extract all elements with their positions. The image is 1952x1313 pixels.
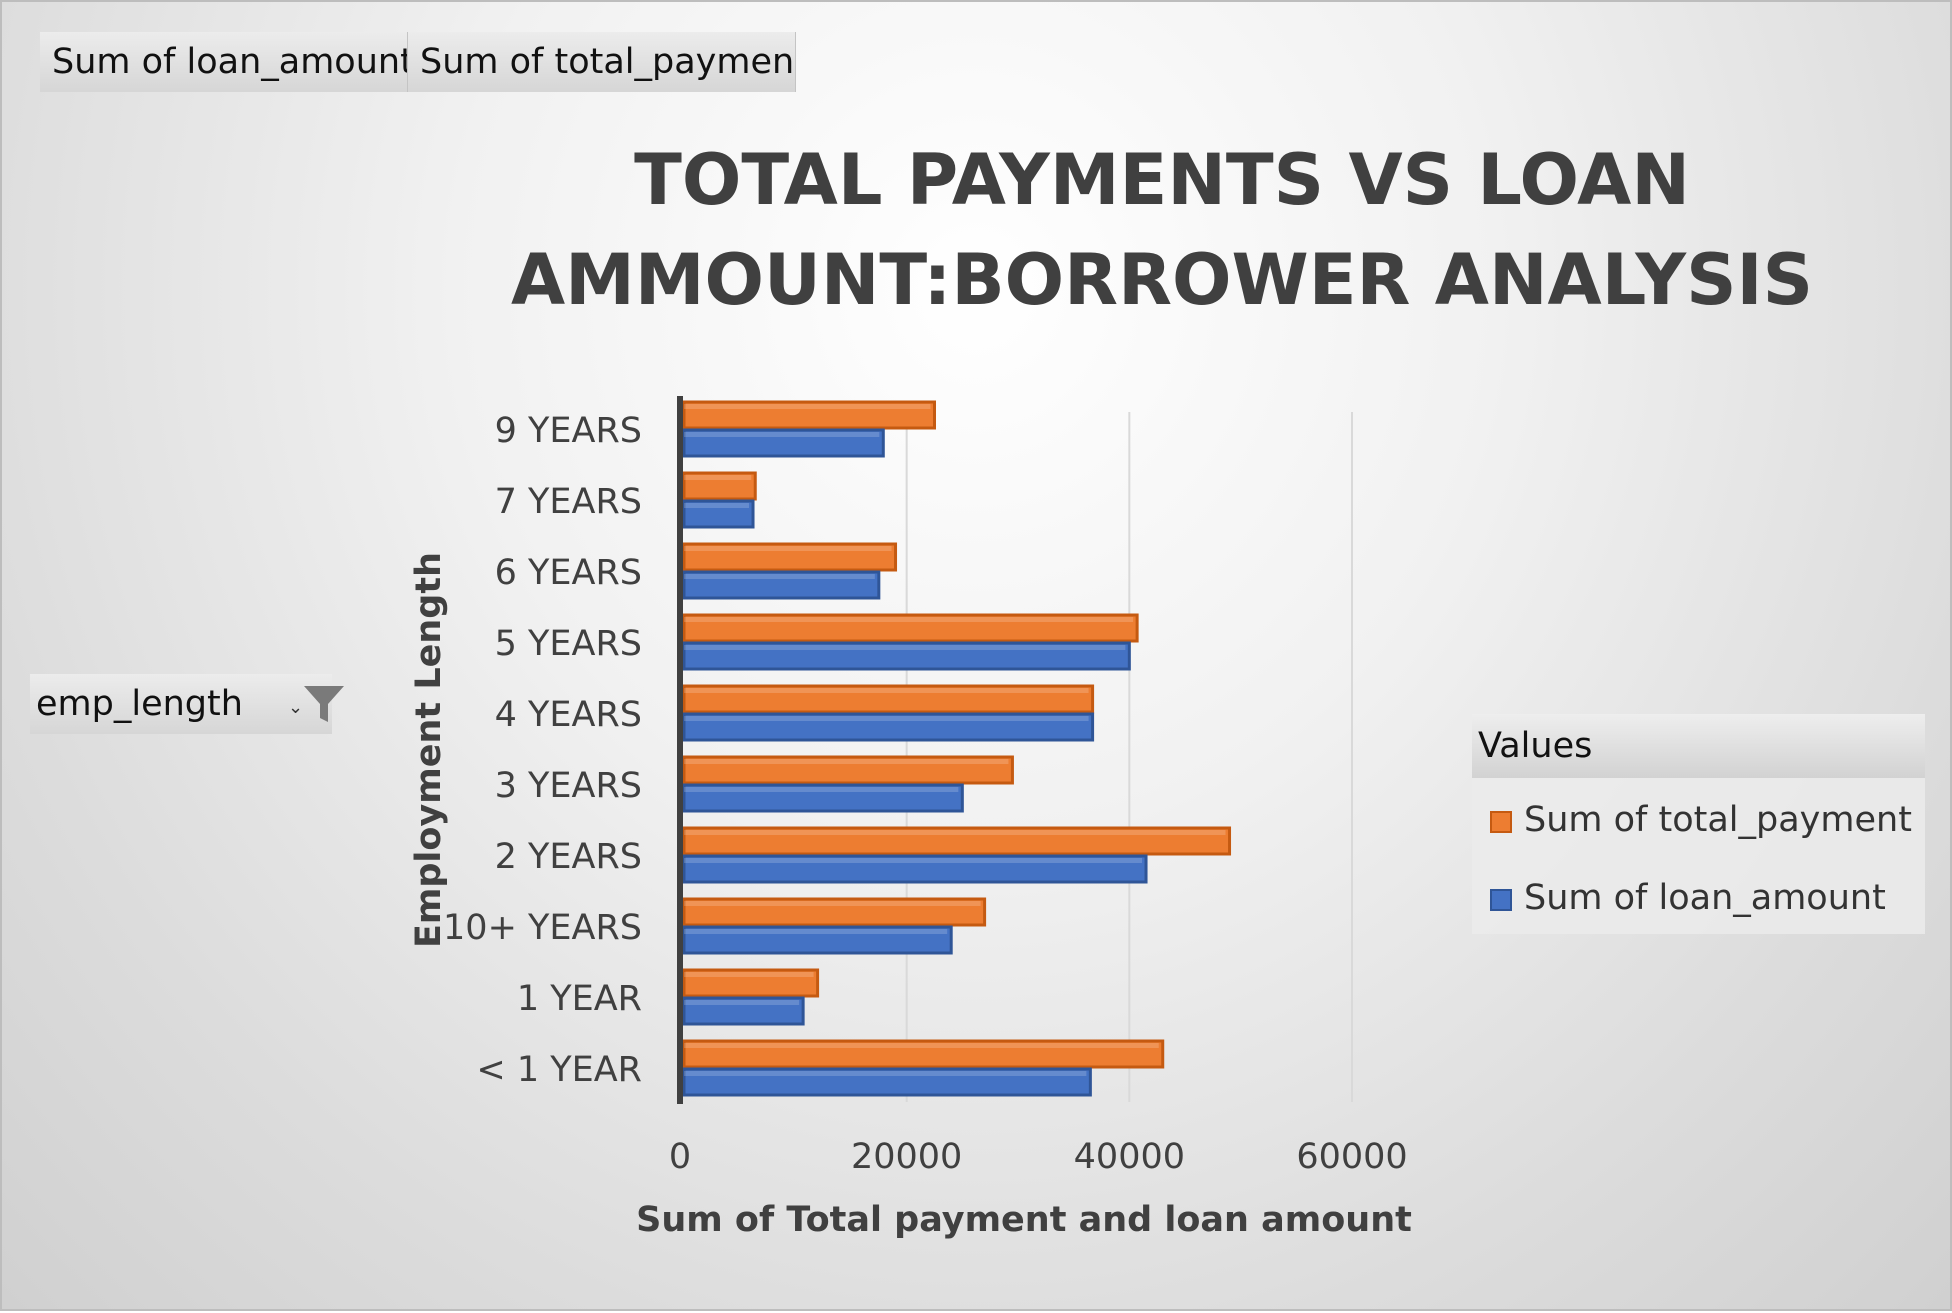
chart-title: TOTAL PAYMENTS VS LOAN AMMOUNT:BORROWER … [510, 139, 1813, 321]
legend-label-loan-amount: Sum of loan_amount [1524, 878, 1886, 918]
bar-sum-of-loan-amount-6-years[interactable] [682, 570, 881, 600]
x-tick-label: 40000 [1074, 1137, 1185, 1177]
legend-title: Values [1472, 714, 1925, 778]
filter-icon [304, 686, 344, 722]
bar-highlight [684, 858, 1143, 863]
dropdown-caret-icon: ⌄ [288, 697, 304, 718]
y-tick-label: 4 YEARS [495, 695, 642, 735]
bar-highlight [684, 1043, 1159, 1048]
bar-highlight [684, 929, 948, 934]
bar-sum-of-total-payment-4-years[interactable] [682, 684, 1095, 714]
y-tick-label: 2 YEARS [495, 837, 642, 877]
bar-highlight [684, 475, 752, 480]
legend-swatch-total-payment [1490, 811, 1512, 833]
bar-sum-of-loan-amount-9-years[interactable] [682, 428, 885, 458]
bar-sum-of-loan-amount-1-year[interactable] [682, 1067, 1092, 1097]
bar-sum-of-total-payment-7-years[interactable] [682, 471, 757, 501]
y-tick-label: 3 YEARS [495, 766, 642, 806]
field-button-loan-amount[interactable]: Sum of loan_amount [40, 32, 408, 92]
bar-highlight [684, 972, 814, 977]
y-tick-label: 1 YEAR [517, 979, 642, 1019]
bar-highlight [684, 901, 981, 906]
bar-highlight [684, 688, 1089, 693]
y-tick-label: 10+ YEARS [443, 908, 642, 948]
emp-length-filter-button[interactable]: emp_length ⌄ [30, 674, 344, 734]
bar-highlight [684, 1071, 1087, 1076]
x-axis-title: Sum of Total payment and loan amount [636, 1200, 1412, 1240]
bar-sum-of-total-payment-10-years[interactable] [682, 897, 987, 927]
bar-sum-of-loan-amount-7-years[interactable] [682, 499, 755, 529]
y-axis-title: Employment Length [409, 552, 449, 948]
y-tick-label: 7 YEARS [495, 482, 642, 522]
bar-sum-of-loan-amount-1-year[interactable] [682, 996, 805, 1026]
bar-highlight [684, 404, 931, 409]
bar-highlight [684, 546, 892, 551]
bar-highlight [684, 432, 880, 437]
y-tick-label: < 1 YEAR [476, 1050, 642, 1090]
chart-legend: Values Sum of total_payment Sum of loan_… [1472, 714, 1925, 934]
bar-sum-of-loan-amount-5-years[interactable] [682, 641, 1131, 671]
legend-item-loan-amount[interactable]: Sum of loan_amount [1490, 878, 1886, 918]
bar-highlight [684, 645, 1126, 650]
legend-swatch-loan-amount [1490, 889, 1512, 911]
bar-sum-of-loan-amount-10-years[interactable] [682, 925, 953, 955]
bar-sum-of-total-payment-2-years[interactable] [682, 826, 1232, 856]
bar-highlight [684, 716, 1089, 721]
bar-sum-of-total-payment-5-years[interactable] [682, 613, 1139, 643]
bar-highlight [684, 503, 750, 508]
bar-highlight [684, 759, 1009, 764]
y-tick-label: 9 YEARS [495, 411, 642, 451]
bar-sum-of-total-payment-1-year[interactable] [682, 1039, 1165, 1069]
x-tick-label: 0 [669, 1137, 691, 1177]
bar-sum-of-total-payment-3-years[interactable] [682, 755, 1014, 785]
bar-sum-of-total-payment-9-years[interactable] [682, 400, 936, 430]
x-tick-label: 60000 [1296, 1137, 1407, 1177]
bar-highlight [684, 617, 1134, 622]
y-tick-label: 5 YEARS [495, 624, 642, 664]
bar-highlight [684, 574, 875, 579]
bar-highlight [684, 830, 1226, 835]
legend-item-total-payment[interactable]: Sum of total_payment [1490, 800, 1912, 840]
y-tick-label: 6 YEARS [495, 553, 642, 593]
bar-sum-of-total-payment-6-years[interactable] [682, 542, 898, 572]
x-tick-label: 20000 [851, 1137, 962, 1177]
bar-highlight [684, 1000, 800, 1005]
legend-label-total-payment: Sum of total_payment [1524, 800, 1912, 840]
bar-sum-of-loan-amount-4-years[interactable] [682, 712, 1095, 742]
bar-sum-of-loan-amount-3-years[interactable] [682, 783, 964, 813]
bar-sum-of-total-payment-1-year[interactable] [682, 968, 820, 998]
bar-highlight [684, 787, 959, 792]
field-button-total-payment[interactable]: Sum of total_payment [408, 32, 796, 92]
filter-label: emp_length [36, 684, 243, 724]
bar-sum-of-loan-amount-2-years[interactable] [682, 854, 1148, 884]
